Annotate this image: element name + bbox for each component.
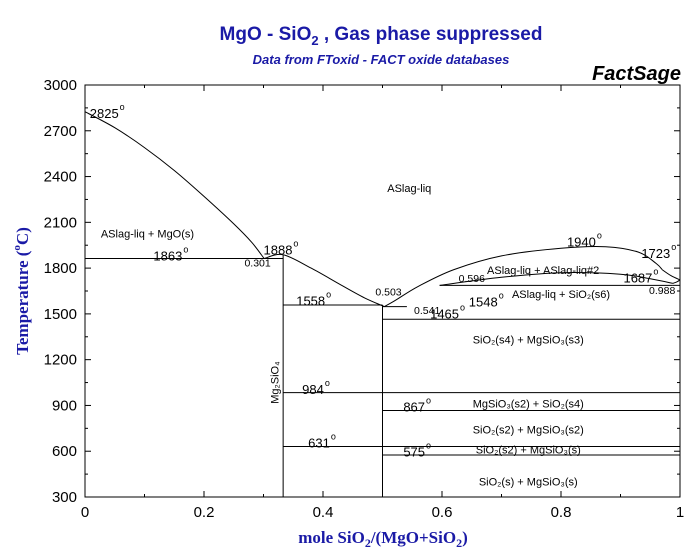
temperature-label: 575 [403, 445, 425, 460]
y-tick-label: 1800 [44, 260, 77, 277]
temperature-label: 1940 [567, 235, 596, 250]
x-tick-label: 0 [81, 504, 89, 521]
temperature-label: 1888 [264, 242, 293, 257]
x-tick-label: 0.2 [194, 504, 215, 521]
compound-label: Mg₂SiO₄ [269, 361, 281, 404]
phase-region-label: ASlag-liq + MgO(s) [101, 229, 194, 241]
y-tick-label: 3000 [44, 77, 77, 94]
phase-region-label: ASlag-liq [387, 183, 431, 195]
degree-mark: o [653, 267, 658, 277]
degree-mark: o [460, 302, 465, 312]
degree-mark: o [597, 231, 602, 241]
liquidus-silica-curve [672, 279, 681, 284]
temperature-label: 1548 [469, 295, 498, 310]
x-tick-label: 0.8 [551, 504, 572, 521]
degree-mark: o [293, 238, 298, 248]
y-axis-label: Temperature (oC) [11, 227, 32, 355]
phase-region-label: SiO₂(s2) + MgSiO₃(s2) [473, 425, 584, 437]
temperature-label: 631 [308, 435, 330, 450]
brand-label: FactSage [592, 63, 681, 85]
miscibility-gap-curve [439, 272, 674, 286]
chart-subtitle: Data from FToxid - FACT oxide databases [253, 52, 510, 67]
temperature-label: 984 [302, 382, 324, 397]
degree-mark: o [426, 441, 431, 451]
temperature-label: 867 [403, 400, 425, 415]
temperature-label: 1687 [623, 271, 652, 286]
phase-region-label: MgSiO₃(s2) + SiO₂(s4) [473, 399, 584, 411]
composition-label: 0.503 [375, 287, 401, 299]
degree-mark: o [499, 291, 504, 301]
degree-mark: o [426, 396, 431, 406]
x-tick-label: 0.6 [432, 504, 453, 521]
axis-ticks [84, 84, 681, 498]
degree-mark: o [120, 102, 125, 112]
temperature-label: 1465 [430, 306, 459, 321]
y-tick-label: 600 [52, 443, 77, 460]
phase-region-label: SiO₂(s) + MgSiO₃(s) [479, 477, 578, 489]
phase-boundaries [84, 111, 681, 497]
liquidus-silica-upper-curve [661, 269, 681, 281]
liquidus-forsterite-curve [263, 253, 385, 308]
temperature-label: 1723 [641, 246, 670, 261]
y-tick-label: 300 [52, 489, 77, 506]
y-tick-label: 2700 [44, 123, 77, 140]
phase-region-label: ASlag-liq + ASlag-liq#2 [487, 265, 599, 277]
degree-mark: o [326, 289, 331, 299]
phase-region-label: SiO₂(s2) + MgSiO₃(s) [476, 445, 581, 457]
y-tick-label: 2400 [44, 169, 77, 186]
temperature-label: 2825 [90, 106, 119, 121]
composition-label: 0.541 [414, 305, 440, 317]
composition-label: 0.988 [649, 285, 675, 297]
y-tick-label: 2100 [44, 214, 77, 231]
liquidus-enstatite-curve [384, 245, 663, 308]
phase-region-label: SiO₂(s4) + MgSiO₃(s3) [473, 335, 584, 347]
y-tick-label: 900 [52, 397, 77, 414]
composition-label: 0.596 [459, 273, 485, 285]
temperature-label: 1863 [153, 248, 182, 263]
axis-tick-labels: 0 0.2 0.4 0.6 0.8 1 300 600 900 1200 1500 1800 2100 2… [44, 77, 685, 521]
degree-mark: o [671, 242, 676, 252]
degree-mark: o [183, 244, 188, 254]
liquidus-mgo-curve [84, 111, 265, 259]
x-tick-label: 0.4 [313, 504, 334, 521]
temperature-label: 1558 [296, 293, 325, 308]
x-axis-label: mole SiO2/(MgO+SiO2) [298, 528, 468, 550]
chart-title: MgO - SiO2 , Gas phase suppressed [220, 24, 543, 48]
composition-label: 0.301 [244, 258, 270, 270]
y-tick-label: 1200 [44, 352, 77, 369]
phase-region-label: ASlag-liq + SiO₂(s6) [512, 289, 610, 301]
degree-mark: o [325, 378, 330, 388]
degree-mark: o [331, 431, 336, 441]
y-tick-label: 1500 [44, 306, 77, 323]
x-tick-label: 1 [676, 504, 684, 521]
